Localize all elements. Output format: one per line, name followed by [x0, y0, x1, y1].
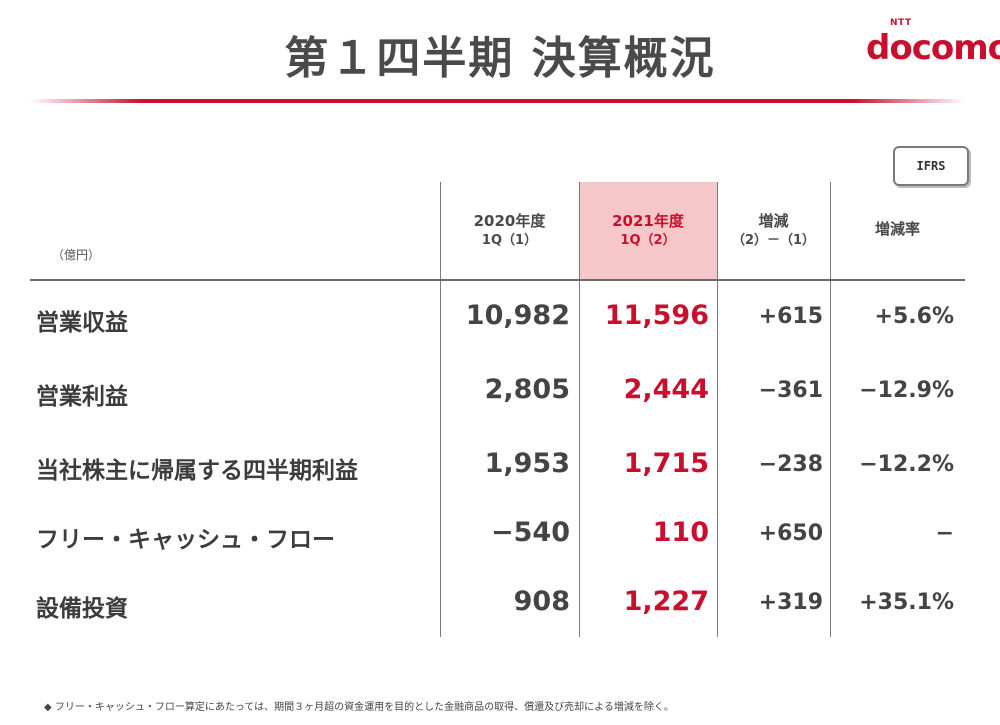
cell-change-rate: +5.6%	[874, 304, 954, 329]
header-line1: 増減率	[874, 220, 920, 238]
footnote: ◆ フリー・キャッシュ・フロー算定にあたっては、期間３ヶ月超の資金運用を目的とし…	[44, 702, 674, 713]
cell-2020: 10,982	[465, 300, 570, 331]
cell-change: +615	[758, 304, 823, 329]
slide-title: 第１四半期 決算概況	[284, 33, 716, 84]
cell-change: −238	[758, 452, 823, 477]
cell-change: +650	[758, 521, 823, 546]
row-label-operating-income: 営業利益	[36, 384, 128, 410]
cell-change: +319	[758, 590, 823, 615]
column-divider	[830, 182, 831, 637]
cell-2021: 1,715	[623, 448, 709, 479]
column-divider	[440, 182, 441, 637]
cell-2021: 11,596	[604, 300, 709, 331]
header-line2: （2）－（1）	[731, 233, 816, 248]
header-2020-1q: 2020年度 1Q（1）	[440, 210, 579, 250]
title-divider	[30, 99, 965, 103]
header-divider	[30, 279, 965, 281]
cell-change-rate: −	[935, 521, 954, 546]
cell-change-rate: −12.2%	[859, 452, 954, 477]
brand-name: docomo	[866, 28, 1000, 68]
cell-change-rate: +35.1%	[859, 590, 954, 615]
highlight-column	[579, 182, 717, 279]
row-label-capex: 設備投資	[36, 596, 128, 622]
unit-label: （億円）	[52, 248, 101, 262]
row-label-net-income: 当社株主に帰属する四半期利益	[36, 458, 358, 484]
docomo-logo: NTT docomo	[862, 18, 1000, 74]
cell-2021: 1,227	[623, 586, 709, 617]
row-label-operating-revenue: 営業収益	[36, 310, 128, 336]
ifrs-badge: IFRS	[893, 146, 969, 186]
header-line2: 1Q（1）	[481, 233, 538, 248]
header-change: 増減 （2）－（1）	[717, 210, 830, 250]
cell-2020: 2,805	[484, 374, 570, 405]
column-divider	[579, 182, 580, 637]
header-line2: 1Q（2）	[620, 233, 676, 248]
header-line1: 2021年度	[612, 212, 684, 230]
brand-prefix: NTT	[890, 18, 912, 28]
header-line1: 増減	[758, 212, 789, 230]
header-2021-1q: 2021年度 1Q（2）	[579, 210, 717, 250]
header-line1: 2020年度	[473, 212, 546, 230]
cell-2021: 2,444	[623, 374, 709, 405]
cell-2020: 908	[513, 586, 570, 617]
row-label-free-cash-flow: フリー・キャッシュ・フロー	[36, 527, 335, 553]
cell-2021: 110	[652, 517, 709, 548]
cell-change-rate: −12.9%	[859, 378, 954, 403]
column-divider	[717, 182, 718, 637]
cell-change: −361	[758, 378, 823, 403]
cell-2020: 1,953	[484, 448, 570, 479]
cell-2020: −540	[491, 517, 570, 548]
header-change-rate: 増減率	[830, 218, 965, 240]
